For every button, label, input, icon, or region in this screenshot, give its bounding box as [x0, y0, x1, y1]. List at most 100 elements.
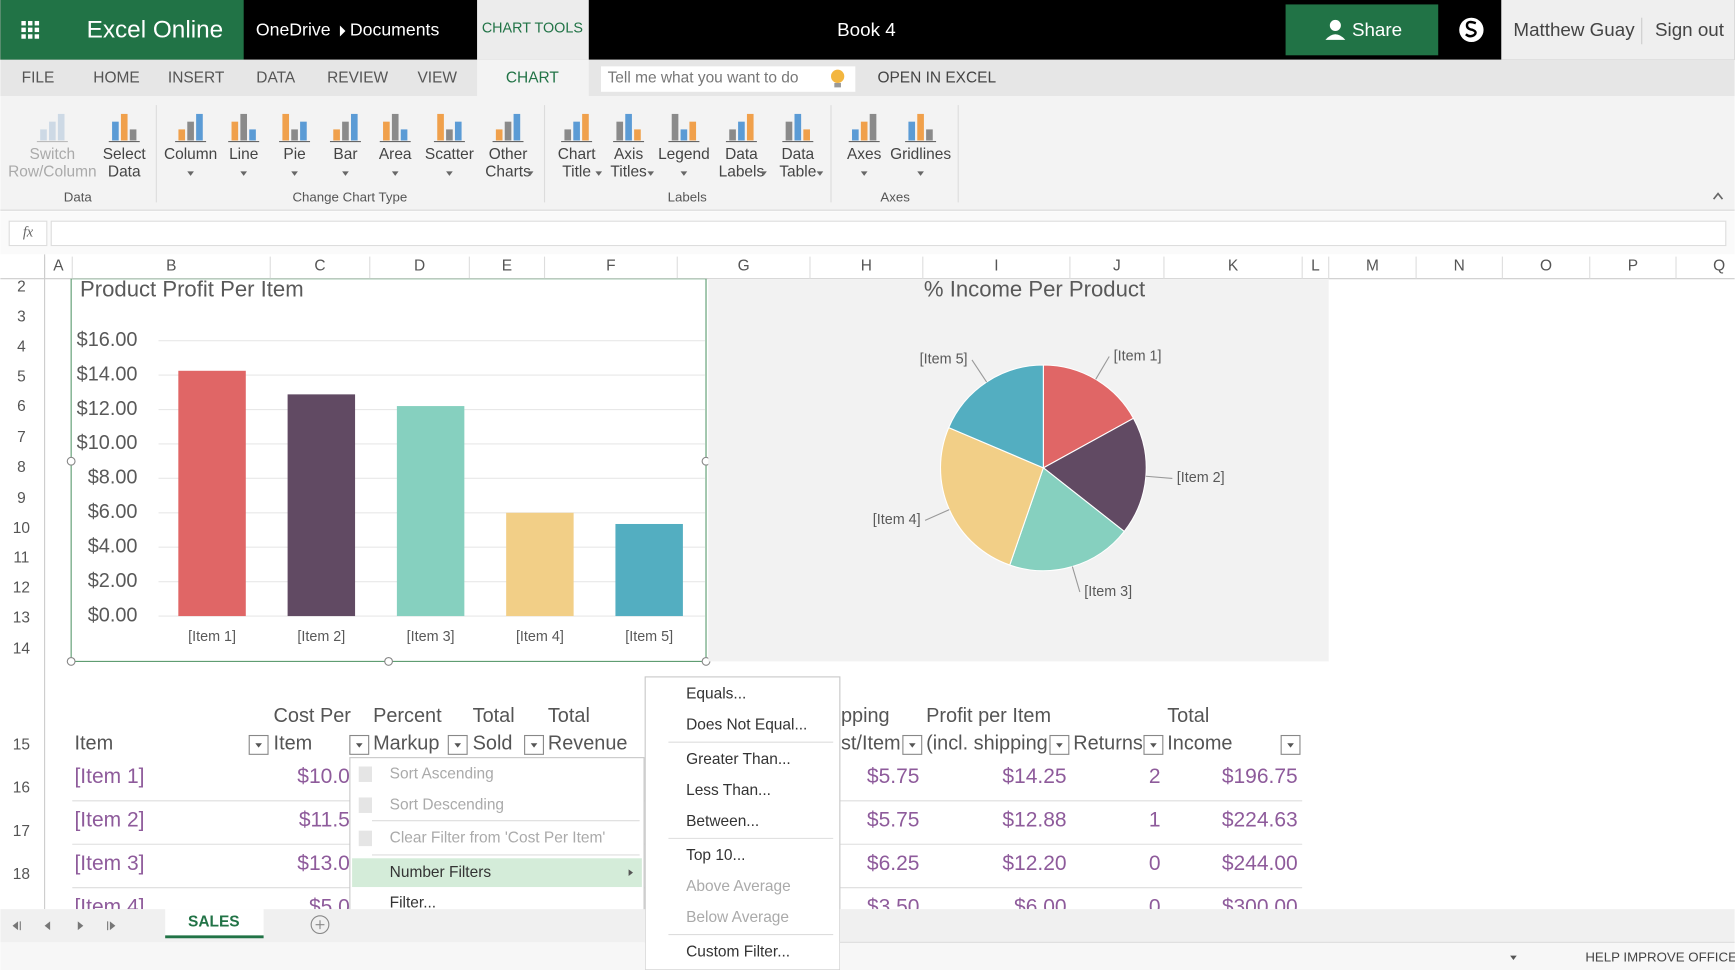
row-header[interactable]: 11: [13, 550, 29, 567]
menu-item-label[interactable]: Does Not Equal...: [686, 717, 807, 734]
ribbon-button[interactable]: Area: [379, 113, 412, 176]
menu-item-label[interactable]: Between...: [686, 813, 759, 830]
column-header[interactable]: A: [53, 258, 64, 275]
ribbon-button-label[interactable]: Other: [489, 146, 528, 163]
filter-button[interactable]: [349, 734, 370, 755]
row-header[interactable]: 8: [17, 459, 26, 476]
filter-button[interactable]: [447, 734, 468, 755]
column-header[interactable]: Q: [1713, 258, 1725, 275]
column-header[interactable]: I: [994, 258, 998, 275]
ribbon-button-label[interactable]: Data: [725, 146, 758, 163]
row-header[interactable]: 10: [13, 520, 30, 537]
row-header[interactable]: 12: [13, 580, 30, 597]
menu-item-label[interactable]: Equals...: [686, 686, 746, 703]
bar-chart[interactable]: Product Profit Per Item $0.00 $2.00 $4.00 $6…: [66, 277, 711, 666]
ribbon-button-label[interactable]: Axis: [614, 146, 643, 163]
ribbon-button-label[interactable]: Row/Column: [8, 164, 97, 181]
add-sheet-button[interactable]: [310, 915, 330, 935]
collapse-ribbon[interactable]: [1712, 192, 1724, 200]
column-header[interactable]: P: [1628, 258, 1638, 275]
ribbon-button-label[interactable]: Pie: [283, 146, 305, 163]
menu-item-label[interactable]: Greater Than...: [686, 751, 791, 768]
ribbon-button-label[interactable]: Title: [562, 164, 591, 181]
ribbon-button-label[interactable]: Scatter: [425, 146, 474, 163]
column-header[interactable]: M: [1366, 258, 1379, 275]
ribbon-button[interactable]: Column: [164, 113, 217, 176]
ribbon-button-label[interactable]: Legend: [658, 146, 710, 163]
menu-item-label[interactable]: Number Filters: [390, 864, 492, 881]
menu-item[interactable]: Number Filters: [352, 858, 642, 888]
ribbon-tab[interactable]: REVIEW: [327, 70, 388, 87]
sign-out[interactable]: Sign out: [1655, 19, 1725, 40]
resize-handle[interactable]: [66, 456, 76, 466]
row-header[interactable]: 16: [13, 780, 30, 797]
row-header[interactable]: 14: [13, 640, 31, 657]
row-header[interactable]: 13: [13, 609, 30, 626]
ribbon-button[interactable]: Gridlines: [890, 113, 951, 176]
sheet-tab[interactable]: [165, 909, 264, 938]
share-label[interactable]: Share: [1352, 19, 1402, 40]
column-header[interactable]: L: [1311, 258, 1320, 275]
column-header[interactable]: C: [314, 258, 325, 275]
row-header[interactable]: 7: [17, 429, 26, 446]
ribbon-button-label[interactable]: Switch: [30, 146, 76, 163]
help-improve-office[interactable]: HELP IMPROVE OFFICE: [1585, 949, 1735, 964]
ribbon-button-label[interactable]: Chart: [558, 146, 597, 163]
breadcrumb-item[interactable]: Documents: [350, 20, 440, 40]
filter-button[interactable]: [248, 734, 269, 755]
ribbon-button[interactable]: Line: [228, 113, 260, 176]
ribbon-button-label[interactable]: Gridlines: [890, 146, 951, 163]
filter-button[interactable]: [1049, 734, 1070, 755]
menu-item-label[interactable]: Custom Filter...: [686, 943, 790, 960]
menu-item-label[interactable]: Less Than...: [686, 782, 771, 799]
row-header[interactable]: 18: [13, 866, 30, 883]
sheet-nav-button[interactable]: [12, 921, 19, 931]
app-launcher[interactable]: [21, 21, 40, 39]
resize-handle[interactable]: [384, 656, 394, 666]
sheet-nav-button[interactable]: [109, 921, 116, 931]
sheet-nav-button[interactable]: [77, 921, 84, 931]
ribbon-button-label[interactable]: Charts: [485, 164, 531, 181]
sheet-nav-button[interactable]: [44, 921, 51, 931]
ribbon-button[interactable]: Scatter: [425, 113, 474, 176]
row-header[interactable]: 15: [13, 737, 30, 754]
ribbon-button-label[interactable]: Titles: [610, 164, 647, 181]
breadcrumb-item[interactable]: OneDrive: [256, 20, 331, 40]
filter-button[interactable]: [1280, 734, 1301, 755]
pie-chart[interactable]: % Income Per Product [Item 1] [Item 2] [Ite…: [708, 277, 1329, 662]
row-header[interactable]: 4: [17, 338, 26, 355]
open-in-excel[interactable]: OPEN IN EXCEL: [877, 70, 996, 87]
row-header[interactable]: 2: [17, 279, 26, 296]
ribbon-button-label[interactable]: Column: [164, 146, 217, 163]
resize-handle[interactable]: [66, 656, 76, 666]
menu-item-label[interactable]: Top 10...: [686, 847, 745, 864]
column-header[interactable]: G: [738, 258, 750, 275]
ribbon-button-label[interactable]: Data: [781, 146, 814, 163]
menu-item-highlight[interactable]: [352, 858, 642, 888]
column-header[interactable]: J: [1113, 258, 1121, 275]
row-header[interactable]: 6: [17, 398, 26, 415]
column-header[interactable]: H: [861, 258, 872, 275]
ribbon-button-label[interactable]: Table: [779, 164, 816, 181]
sheet-tab-label[interactable]: SALES: [188, 914, 240, 931]
ribbon-tab[interactable]: CHART: [506, 70, 560, 87]
chart-area[interactable]: [70, 278, 707, 662]
ribbon-tab[interactable]: DATA: [256, 70, 296, 87]
user-name[interactable]: Matthew Guay: [1513, 19, 1635, 40]
ribbon-button-label[interactable]: Select: [103, 146, 147, 163]
ribbon-button[interactable]: Bar: [329, 113, 361, 176]
column-header[interactable]: O: [1540, 258, 1552, 275]
ribbon-tab[interactable]: INSERT: [168, 70, 225, 87]
row-header[interactable]: 5: [17, 368, 26, 385]
column-header[interactable]: D: [414, 258, 425, 275]
menu-item[interactable]: Filter...: [390, 895, 436, 912]
ribbon-button-label[interactable]: Area: [379, 146, 412, 163]
column-header[interactable]: N: [1454, 258, 1465, 275]
row-header[interactable]: 9: [17, 490, 26, 507]
